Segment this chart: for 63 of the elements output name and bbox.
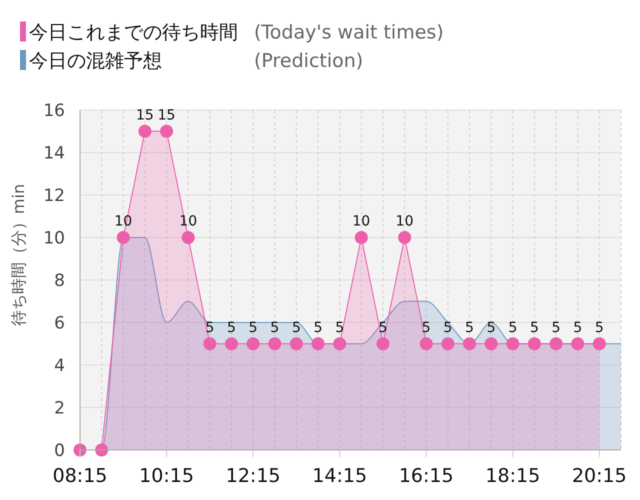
y-tick-label: 2 [54,398,65,418]
point [246,337,260,350]
point [182,231,195,244]
point [160,124,174,138]
point [268,337,282,350]
point [95,444,108,456]
data-label: 5 [508,320,518,336]
y-tick-label: 14 [43,144,65,164]
data-label: 5 [335,320,344,336]
point [592,337,606,350]
data-label: 5 [205,320,214,336]
x-tick-label: 12:15 [226,465,281,487]
point [116,231,130,244]
data-label: 5 [227,320,236,336]
point [420,337,433,350]
data-label: 5 [530,320,539,336]
y-tick-label: 8 [54,271,65,291]
legend-label: 今日これまでの待ち時間 (Today's wait times) [29,22,444,44]
point [312,337,325,350]
point [398,231,412,244]
point [506,337,520,350]
point [376,337,390,350]
x-tick-label: 10:15 [139,465,194,487]
point [203,337,216,350]
data-label: 15 [136,107,154,124]
x-tick-label: 08:15 [52,465,108,487]
point [571,337,584,350]
data-label: 10 [352,214,370,230]
legend-label: 今日の混雑予想 (Prediction) [29,50,364,72]
y-axis-title: 待ち時間（分）min [9,184,28,326]
data-label: 5 [443,320,452,336]
y-tick-label: 10 [43,228,65,248]
point [138,124,152,138]
data-label: 5 [486,320,496,336]
data-label: 5 [378,320,388,336]
point [528,337,541,350]
y-tick-label: 0 [54,441,65,461]
y-tick-label: 6 [54,314,65,334]
point [290,337,303,350]
data-label: 10 [396,214,414,230]
data-label: 5 [594,320,604,336]
point [224,337,238,350]
data-label: 5 [292,320,301,336]
x-tick-label: 14:15 [312,465,368,487]
data-label: 5 [552,320,561,336]
data-label: 15 [158,107,176,124]
y-tick-label: 16 [43,101,65,121]
data-label: 5 [248,320,258,336]
point [463,337,476,350]
point [484,337,498,350]
x-tick-label: 20:15 [572,465,627,487]
data-label: 5 [270,320,280,336]
data-label: 5 [465,320,474,336]
x-tick-label: 18:15 [485,465,540,487]
data-label: 5 [573,320,582,336]
data-label: 5 [314,320,322,336]
point [354,231,368,244]
y-tick-label: 12 [43,186,65,206]
x-tick-label: 16:15 [398,465,454,487]
point [333,337,346,350]
point [550,337,563,350]
point [441,337,454,350]
y-tick-label: 4 [54,356,65,376]
